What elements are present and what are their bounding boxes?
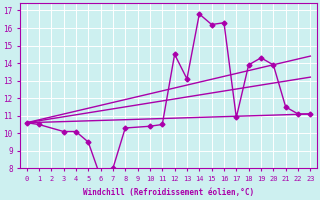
X-axis label: Windchill (Refroidissement éolien,°C): Windchill (Refroidissement éolien,°C) [83,188,254,197]
